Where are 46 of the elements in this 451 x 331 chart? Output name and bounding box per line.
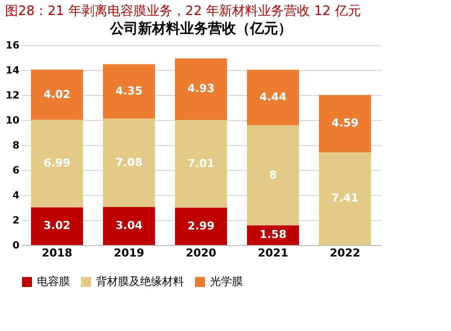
bar xyxy=(247,70,299,126)
x-tick-label: 2020 xyxy=(186,246,217,260)
data-label: 7.41 xyxy=(331,192,359,205)
data-label: 7.08 xyxy=(115,156,143,169)
x-tick-label: 2019 xyxy=(114,246,144,260)
data-label: 4.35 xyxy=(115,84,143,98)
bar xyxy=(175,120,227,208)
y-tick-label: 2 xyxy=(12,216,20,226)
legend-label: 电容膜 xyxy=(37,275,70,288)
bar xyxy=(103,207,155,245)
bar xyxy=(103,118,155,207)
bar xyxy=(175,208,227,245)
data-label: 4.44 xyxy=(259,90,287,104)
x-tick-label: 2018 xyxy=(42,246,72,260)
bar xyxy=(31,207,83,245)
legend-label: 光学膜 xyxy=(210,275,243,288)
data-label: 1.58 xyxy=(259,228,287,242)
data-label: 8 xyxy=(269,168,277,182)
chart-subtitle: 公司新材料业务营收（亿元） xyxy=(109,20,292,37)
data-label: 6.99 xyxy=(43,156,71,170)
data-label: 4.02 xyxy=(43,88,71,101)
y-tick-label: 12 xyxy=(6,90,20,102)
data-label: 4.59 xyxy=(331,116,359,130)
bar xyxy=(175,58,227,120)
y-tick-label: 14 xyxy=(6,66,20,76)
y-tick-label: 6 xyxy=(12,166,20,176)
chart-title: 图28：21 年剥离电容膜业务，22 年新材料业务营收 12 亿元 xyxy=(5,3,361,19)
data-label: 4.93 xyxy=(187,82,215,96)
data-label: 2.99 xyxy=(187,219,215,232)
data-label: 7.01 xyxy=(187,156,215,170)
y-tick-label: 4 xyxy=(12,190,20,202)
bar xyxy=(247,125,299,226)
x-tick-label: 2021 xyxy=(258,246,288,260)
bar xyxy=(103,64,155,118)
bar xyxy=(319,95,371,152)
y-tick-label: 10 xyxy=(6,116,20,126)
bar xyxy=(319,152,371,245)
data-label: 3.02 xyxy=(43,219,71,232)
bar xyxy=(31,70,83,120)
x-tick-label: 2022 xyxy=(330,246,360,260)
bar xyxy=(31,120,83,208)
legend-label: 背材膜及绝缘材料 xyxy=(96,275,184,288)
y-tick-label: 8 xyxy=(12,140,20,152)
y-tick-label: 0 xyxy=(12,240,20,252)
y-tick-label: 16 xyxy=(6,40,20,52)
data-label: 3.04 xyxy=(115,219,143,232)
